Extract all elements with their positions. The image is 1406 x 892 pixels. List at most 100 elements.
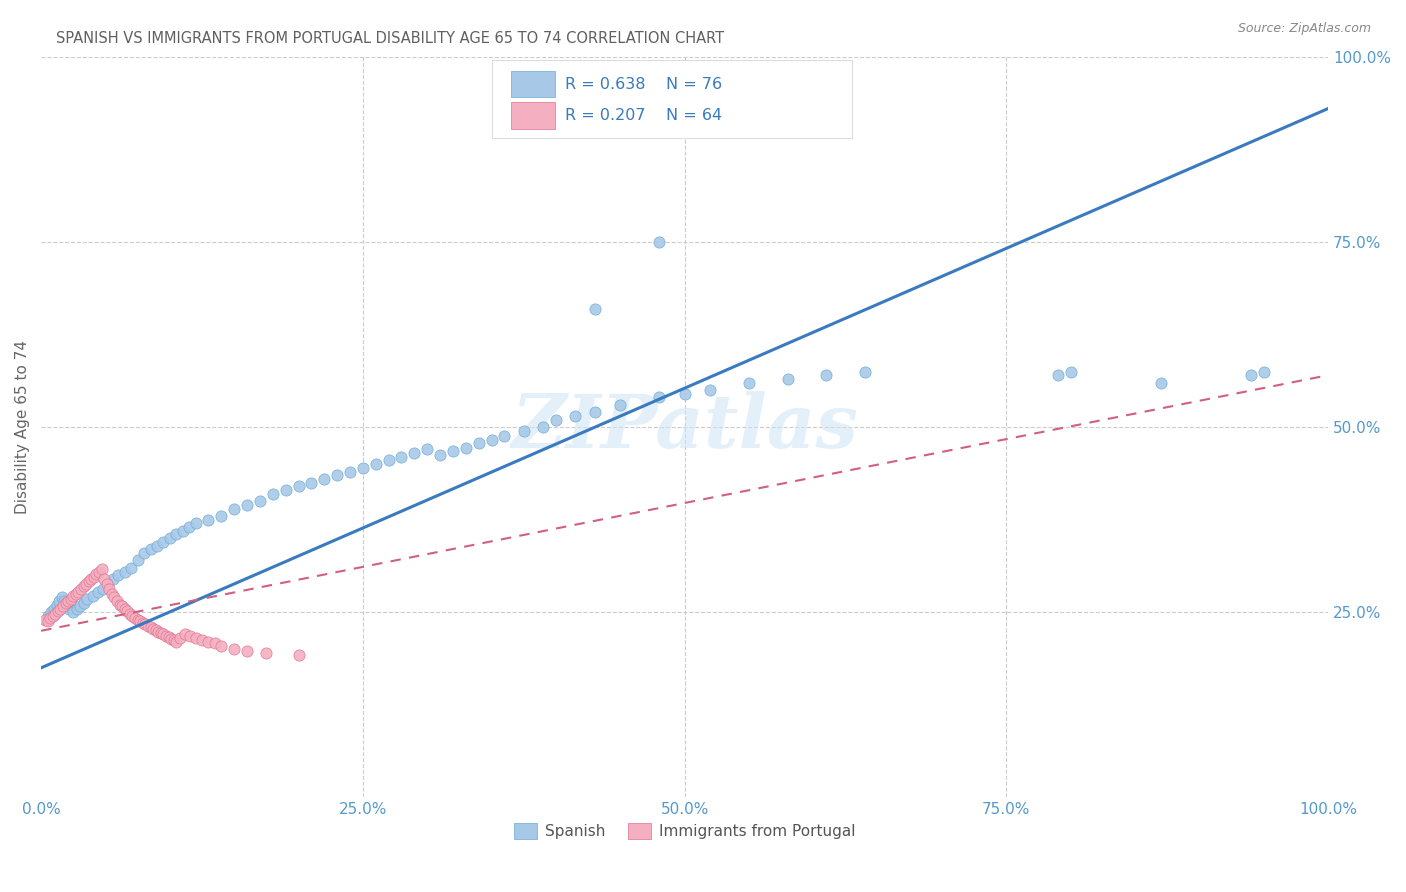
Point	[416, 442, 439, 457]
Point	[441, 443, 464, 458]
Point	[80, 572, 103, 586]
Point	[41, 609, 63, 624]
Point	[77, 574, 100, 589]
Point	[197, 513, 219, 527]
Point	[165, 527, 187, 541]
Point	[83, 570, 105, 584]
Point	[96, 577, 118, 591]
Point	[132, 615, 155, 630]
Point	[1060, 364, 1083, 378]
Point	[326, 468, 349, 483]
Point	[75, 577, 97, 591]
Point	[136, 618, 159, 632]
Point	[262, 487, 284, 501]
Point	[90, 562, 112, 576]
Point	[155, 629, 177, 643]
Point	[1046, 368, 1069, 383]
Point	[62, 605, 84, 619]
Point	[51, 591, 73, 605]
Point	[34, 613, 56, 627]
Point	[117, 604, 139, 618]
Point	[163, 633, 186, 648]
Point	[224, 501, 246, 516]
Point	[93, 572, 115, 586]
Point	[111, 599, 134, 614]
Point	[191, 633, 214, 648]
Point	[364, 457, 387, 471]
Legend: Spanish, Immigrants from Portugal: Spanish, Immigrants from Portugal	[508, 817, 862, 846]
Point	[59, 591, 82, 606]
Point	[179, 520, 201, 534]
Point	[544, 412, 567, 426]
Point	[169, 631, 191, 645]
Point	[377, 453, 399, 467]
Point	[105, 594, 128, 608]
Point	[209, 508, 232, 523]
Point	[45, 598, 67, 612]
Point	[87, 584, 110, 599]
Point	[236, 498, 259, 512]
Point	[184, 631, 207, 645]
Point	[145, 623, 167, 637]
Point	[69, 599, 91, 614]
Point	[101, 587, 124, 601]
Point	[159, 531, 181, 545]
Point	[42, 601, 65, 615]
Point	[149, 626, 172, 640]
Point	[287, 648, 309, 663]
Point	[103, 572, 125, 586]
Text: R = 0.638    N = 76: R = 0.638 N = 76	[565, 77, 723, 92]
Point	[56, 594, 79, 608]
Point	[209, 639, 232, 653]
Point	[127, 613, 149, 627]
Point	[62, 589, 84, 603]
Point	[67, 584, 90, 599]
Point	[66, 601, 89, 615]
Point	[49, 601, 72, 615]
Point	[87, 565, 110, 579]
Point	[142, 622, 165, 636]
Point	[72, 579, 94, 593]
Point	[134, 617, 156, 632]
Point	[37, 609, 59, 624]
Point	[738, 376, 761, 390]
Point	[352, 460, 374, 475]
Point	[152, 534, 174, 549]
Point	[648, 235, 671, 249]
Point	[165, 635, 187, 649]
Point	[481, 434, 503, 448]
Point	[86, 566, 108, 581]
Point	[609, 398, 631, 412]
Point	[1253, 364, 1275, 378]
Point	[174, 627, 197, 641]
Point	[72, 596, 94, 610]
FancyBboxPatch shape	[510, 70, 554, 97]
Point	[48, 594, 70, 608]
Point	[148, 624, 170, 639]
Point	[118, 607, 141, 621]
Text: Source: ZipAtlas.com: Source: ZipAtlas.com	[1237, 22, 1371, 36]
Point	[65, 587, 87, 601]
Point	[224, 642, 246, 657]
Point	[1240, 368, 1263, 383]
Point	[76, 591, 98, 606]
Point	[46, 604, 69, 618]
Point	[564, 409, 586, 423]
Point	[82, 589, 104, 603]
Point	[339, 465, 361, 479]
Point	[583, 301, 606, 316]
Point	[70, 582, 93, 596]
Point	[776, 372, 799, 386]
Point	[1150, 376, 1173, 390]
Point	[37, 614, 59, 628]
Point	[648, 391, 671, 405]
Point	[236, 644, 259, 658]
Point	[129, 614, 152, 628]
Point	[299, 475, 322, 490]
FancyBboxPatch shape	[510, 102, 554, 128]
Point	[56, 598, 79, 612]
Point	[139, 620, 162, 634]
Point	[583, 405, 606, 419]
Point	[120, 561, 142, 575]
Point	[197, 635, 219, 649]
